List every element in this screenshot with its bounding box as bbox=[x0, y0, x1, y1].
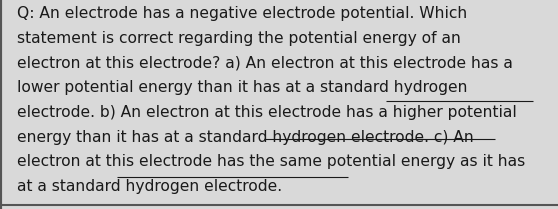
Text: Q: An electrode has a negative electrode potential. Which: Q: An electrode has a negative electrode… bbox=[17, 6, 467, 21]
Text: electrode. b) An electron at this electrode has a higher potential: electrode. b) An electron at this electr… bbox=[17, 105, 517, 120]
Text: energy than it has at a standard hydrogen electrode. c) An: energy than it has at a standard hydroge… bbox=[17, 130, 474, 145]
Text: electron at this electrode has the same potential energy as it has: electron at this electrode has the same … bbox=[17, 154, 525, 169]
Text: lower potential energy than it has at a standard hydrogen: lower potential energy than it has at a … bbox=[17, 80, 467, 95]
Text: at a standard hydrogen electrode.: at a standard hydrogen electrode. bbox=[17, 179, 282, 194]
Text: electron at this electrode? a) An electron at this electrode has a: electron at this electrode? a) An electr… bbox=[17, 56, 513, 71]
Text: statement is correct regarding the potential energy of an: statement is correct regarding the poten… bbox=[17, 31, 460, 46]
